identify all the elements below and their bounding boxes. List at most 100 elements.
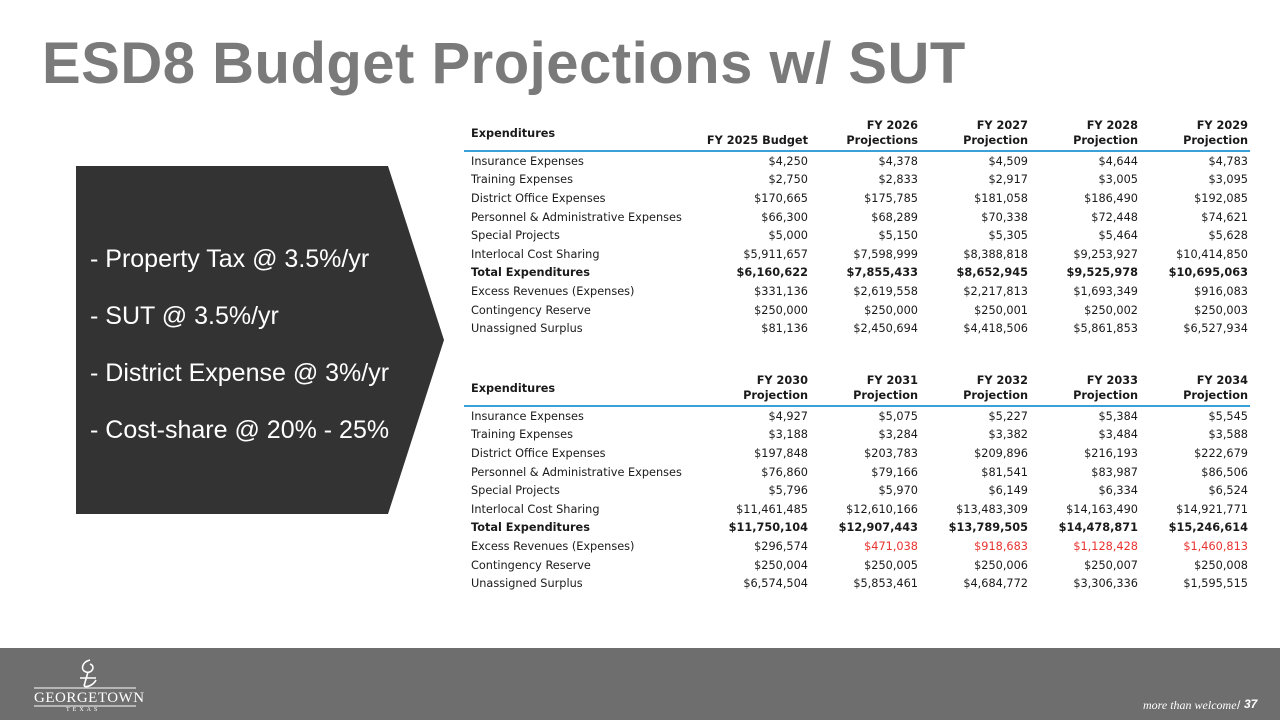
cell-value: $2,750: [768, 173, 808, 187]
cell-value: $4,783: [1208, 154, 1248, 168]
table-row: Excess Revenues (Expenses) $331,136 $2,619…: [464, 282, 1250, 301]
cell-value: $250,002: [1084, 303, 1138, 317]
column-header-year: FY 2032 Projection: [920, 373, 1030, 406]
cell-value: $12,610,166: [846, 502, 918, 516]
column-header-year: FY 2031 Projection: [810, 373, 920, 406]
cell-value: $5,796: [768, 484, 808, 498]
logo-subtext: TEXAS: [66, 707, 101, 713]
table-row: District Office Expenses $170,665 $175,785…: [464, 189, 1250, 208]
cell-value: $186,490: [1084, 191, 1138, 205]
cell-value: $250,004: [754, 558, 808, 572]
cell-value: $916,083: [1194, 284, 1248, 298]
cell-value: $2,217,813: [963, 284, 1028, 298]
cell-value: $5,227: [988, 409, 1028, 423]
cell-value: $250,000: [864, 303, 918, 317]
header-line-2: Projection: [963, 134, 1028, 147]
cell-value: $216,193: [1084, 446, 1138, 460]
cell-value: $1,693,349: [1073, 284, 1138, 298]
cell-value: $3,484: [1098, 428, 1138, 442]
cell-value: $3,095: [1208, 173, 1248, 187]
cell-value: $6,149: [988, 484, 1028, 498]
row-label: Interlocal Cost Sharing: [471, 502, 600, 516]
row-label: Personnel & Administrative Expenses: [471, 210, 682, 224]
cell-value: $3,306,336: [1073, 577, 1138, 591]
cell-value: $5,384: [1098, 409, 1138, 423]
cell-value: $250,008: [1194, 558, 1248, 572]
table-row: Insurance Expenses $4,250 $4,378 $4,509 $4,6…: [464, 151, 1250, 171]
budget-table-fy2025-2029: Expenditures FY 2025 Budget FY 2026 Project…: [464, 118, 1250, 338]
cell-value: $5,305: [988, 229, 1028, 243]
cell-value: $918,683: [974, 539, 1028, 553]
cell-value: $6,527,934: [1183, 322, 1248, 336]
table-row: Contingency Reserve $250,000 $250,000 $250,…: [464, 301, 1250, 320]
cell-value: $192,085: [1194, 191, 1248, 205]
cell-value: $13,789,505: [948, 521, 1028, 535]
cell-value: $4,684,772: [963, 577, 1028, 591]
cell-value: $8,652,945: [956, 266, 1028, 280]
cell-value: $471,038: [864, 539, 918, 553]
cell-value: $6,160,622: [736, 266, 808, 280]
table-row: Training Expenses $3,188 $3,284 $3,382 $3,48…: [464, 426, 1250, 445]
cell-value: $6,334: [1098, 484, 1138, 498]
footer-separator: /: [1237, 698, 1241, 712]
cell-value: $7,855,433: [846, 266, 918, 280]
row-label: Unassigned Surplus: [471, 322, 583, 336]
column-header-label: Expenditures: [464, 118, 700, 151]
cell-value: $11,750,104: [728, 521, 808, 535]
cell-value: $3,284: [878, 428, 918, 442]
row-label: Unassigned Surplus: [471, 577, 583, 591]
cell-value: $4,644: [1098, 154, 1138, 168]
table-row: Interlocal Cost Sharing $11,461,485 $12,61…: [464, 500, 1250, 519]
cell-value: $1,128,428: [1073, 539, 1138, 553]
cell-value: $9,525,978: [1066, 266, 1138, 280]
row-label: District Office Expenses: [471, 191, 606, 205]
cell-value: $3,188: [768, 428, 808, 442]
table-row: Insurance Expenses $4,927 $5,075 $5,227 $5,3…: [464, 406, 1250, 426]
cell-value: $15,246,614: [1168, 521, 1248, 535]
georgetown-logo-icon: [34, 659, 136, 707]
assumption-item: - SUT @ 3.5%/yr: [90, 302, 279, 330]
header-line-2: Projections: [846, 134, 918, 147]
cell-value: $2,833: [878, 173, 918, 187]
footer-bar: [0, 648, 1280, 720]
cell-value: $6,524: [1208, 484, 1248, 498]
cell-value: $81,541: [981, 465, 1028, 479]
column-header-year: FY 2030 Projection: [700, 373, 810, 406]
cell-value: $1,595,515: [1183, 577, 1248, 591]
table-row: District Office Expenses $197,848 $203,783…: [464, 444, 1250, 463]
header-line-1: FY 2030: [756, 374, 808, 387]
cell-value: $5,464: [1098, 229, 1138, 243]
table-header-row: Expenditures FY 2025 Budget FY 2026 Project…: [464, 118, 1250, 151]
assumptions-callout: [76, 166, 444, 514]
header-line-2: Expenditures: [471, 126, 556, 140]
row-label: Special Projects: [471, 484, 560, 498]
cell-value: $4,418,506: [963, 322, 1028, 336]
cell-value: $250,000: [754, 303, 808, 317]
cell-value: $2,450,694: [853, 322, 918, 336]
cell-value: $5,911,657: [743, 247, 808, 261]
cell-value: $4,250: [768, 154, 808, 168]
row-label: District Office Expenses: [471, 446, 606, 460]
row-label: Personnel & Administrative Expenses: [471, 465, 682, 479]
row-label: Contingency Reserve: [471, 558, 591, 572]
cell-value: $3,005: [1098, 173, 1138, 187]
cell-value: $5,628: [1208, 229, 1248, 243]
cell-value: $5,075: [878, 409, 918, 423]
table-row: Special Projects $5,796 $5,970 $6,149 $6,334…: [464, 481, 1250, 500]
assumptions-list: - Property Tax @ 3.5%/yr - SUT @ 3.5%/yr…: [90, 244, 430, 472]
column-header-year: FY 2028 Projection: [1030, 118, 1140, 151]
cell-value: $14,163,490: [1066, 502, 1138, 516]
header-line-1: FY 2031: [866, 374, 918, 387]
cell-value: $70,338: [981, 210, 1028, 224]
cell-value: $11,461,485: [736, 502, 808, 516]
cell-value: $175,785: [864, 191, 918, 205]
cell-value: $10,695,063: [1168, 266, 1248, 280]
header-line-2: Projection: [1183, 134, 1248, 147]
cell-value: $86,506: [1201, 465, 1248, 479]
header-line-2: Projection: [1073, 134, 1138, 147]
cell-value: $222,679: [1194, 446, 1248, 460]
header-line-1: FY 2032: [976, 374, 1028, 387]
row-label: Total Expenditures: [471, 521, 590, 535]
cell-value: $5,853,461: [853, 577, 918, 591]
footer-tagline: more than welcome: [1143, 698, 1237, 712]
